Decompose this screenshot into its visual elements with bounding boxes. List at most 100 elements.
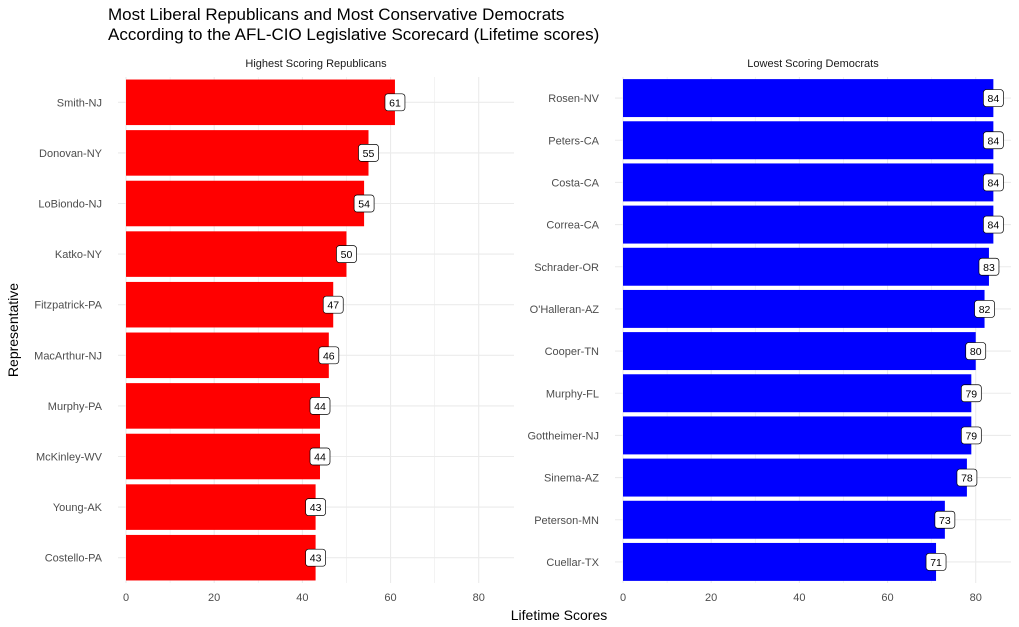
- value-label-text: 44: [314, 401, 326, 413]
- value-label-dem-3: 84: [983, 215, 1004, 234]
- y-tick-label: LoBiondo-NJ: [38, 199, 102, 211]
- value-label-box: [309, 447, 331, 466]
- value-label-box: [960, 384, 982, 403]
- value-label-box: [960, 426, 982, 445]
- y-tick-label: Gottheimer-NJ: [527, 430, 599, 442]
- y-tick-label: Donovan-NY: [39, 148, 103, 160]
- y-tick-label: Peters-CA: [548, 135, 599, 147]
- value-label-box: [983, 131, 1004, 150]
- value-label-dem-6: 80: [965, 342, 987, 360]
- x-tick-label: 60: [384, 592, 396, 604]
- value-label-text: 44: [314, 452, 326, 464]
- bar-dem-10: [623, 500, 945, 539]
- value-label-box: [983, 173, 1004, 192]
- value-label-text: 79: [965, 430, 977, 442]
- value-label-dem-2: 84: [983, 173, 1004, 192]
- bar-rep-7: [126, 433, 320, 480]
- value-label-box: [336, 245, 357, 263]
- y-tick-label: Peterson-MN: [534, 515, 599, 527]
- y-tick-label: McKinley-WV: [36, 452, 103, 464]
- value-label-dem-7: 79: [960, 384, 982, 403]
- value-label-dem-10: 73: [934, 510, 956, 529]
- panel-republicans: Highest Scoring Republicans Smith-NJ 61 Don…: [34, 58, 514, 604]
- value-label-dem-8: 79: [960, 426, 982, 445]
- y-tick-label: Cooper-TN: [545, 346, 599, 358]
- value-label-box: [305, 548, 326, 567]
- value-label-text: 55: [363, 148, 375, 160]
- value-label-text: 46: [323, 350, 335, 362]
- value-label-text: 61: [389, 97, 401, 109]
- x-tick-label: 40: [296, 592, 308, 604]
- value-label-text: 79: [965, 388, 977, 400]
- value-label-text: 43: [310, 502, 322, 514]
- y-tick-label: Fitzpatrick-PA: [34, 300, 102, 312]
- value-label-box: [309, 397, 331, 415]
- value-label-box: [983, 89, 1004, 107]
- value-label-text: 50: [341, 249, 353, 261]
- value-label-rep-1: 55: [358, 144, 379, 162]
- x-tick-label: 0: [620, 592, 626, 604]
- y-tick-label: Katko-NY: [55, 249, 103, 261]
- value-label-text: 80: [970, 346, 982, 358]
- value-label-rep-0: 61: [384, 93, 406, 112]
- facet-title: Highest Scoring Republicans: [245, 58, 387, 70]
- y-tick-label: MacArthur-NJ: [34, 350, 102, 362]
- value-label-rep-4: 47: [322, 295, 344, 314]
- value-label-rep-9: 43: [305, 548, 326, 567]
- value-label-box: [305, 498, 326, 516]
- bar-dem-1: [623, 121, 994, 160]
- value-label-box: [322, 295, 344, 314]
- value-label-rep-8: 43: [305, 498, 326, 516]
- y-tick-label: Smith-NJ: [57, 97, 102, 109]
- bar-rep-9: [126, 534, 316, 581]
- value-label-box: [956, 468, 978, 487]
- value-label-box: [358, 144, 379, 162]
- chart-title-line-1: Most Liberal Republicans and Most Conser…: [108, 5, 564, 24]
- chart-title-line-2: According to the AFL-CIO Legislative Sco…: [108, 25, 599, 44]
- panel-democrats: Lowest Scoring Democrats Rosen-NV 84 Peters…: [527, 58, 1011, 604]
- value-label-box: [978, 257, 1000, 276]
- value-label-text: 73: [939, 515, 951, 527]
- value-label-rep-3: 50: [336, 245, 357, 263]
- value-label-box: [925, 553, 947, 571]
- y-tick-label: Sinema-AZ: [544, 473, 599, 485]
- bar-dem-3: [623, 205, 994, 244]
- bar-rep-1: [126, 130, 369, 176]
- bar-dem-8: [623, 416, 972, 455]
- x-tick-label: 80: [970, 592, 982, 604]
- value-label-rep-5: 46: [318, 346, 340, 365]
- x-tick-label: 20: [208, 592, 220, 604]
- bar-dem-5: [623, 289, 985, 328]
- bar-rep-3: [126, 231, 347, 277]
- value-label-text: 78: [961, 473, 973, 485]
- bar-dem-4: [623, 247, 989, 286]
- x-tick-label: 0: [123, 592, 129, 604]
- bar-dem-0: [623, 79, 994, 118]
- value-label-box: [384, 93, 406, 112]
- x-tick-label: 80: [473, 592, 485, 604]
- y-tick-label: Costa-CA: [551, 177, 599, 189]
- value-label-text: 84: [988, 177, 1000, 189]
- value-label-dem-9: 78: [956, 468, 978, 487]
- x-axis-title: Lifetime Scores: [511, 607, 607, 623]
- bar-rep-6: [126, 383, 320, 429]
- y-tick-label: Young-AK: [53, 502, 103, 514]
- value-label-box: [983, 215, 1004, 234]
- bar-dem-9: [623, 458, 967, 497]
- value-label-text: 84: [988, 93, 1000, 105]
- value-label-box: [353, 194, 375, 213]
- y-tick-label: Rosen-NV: [548, 93, 599, 105]
- bar-dem-7: [623, 374, 972, 413]
- y-tick-label: Murphy-PA: [48, 401, 103, 413]
- value-label-text: 84: [988, 220, 1000, 232]
- y-tick-label: Costello-PA: [45, 553, 103, 565]
- value-label-text: 47: [327, 300, 339, 312]
- value-label-box: [965, 342, 987, 360]
- value-label-text: 84: [988, 135, 1000, 147]
- facet-title: Lowest Scoring Democrats: [747, 58, 879, 70]
- value-label-text: 54: [358, 199, 370, 211]
- bar-rep-5: [126, 332, 329, 379]
- y-tick-label: Murphy-FL: [546, 388, 599, 400]
- value-label-box: [318, 346, 340, 365]
